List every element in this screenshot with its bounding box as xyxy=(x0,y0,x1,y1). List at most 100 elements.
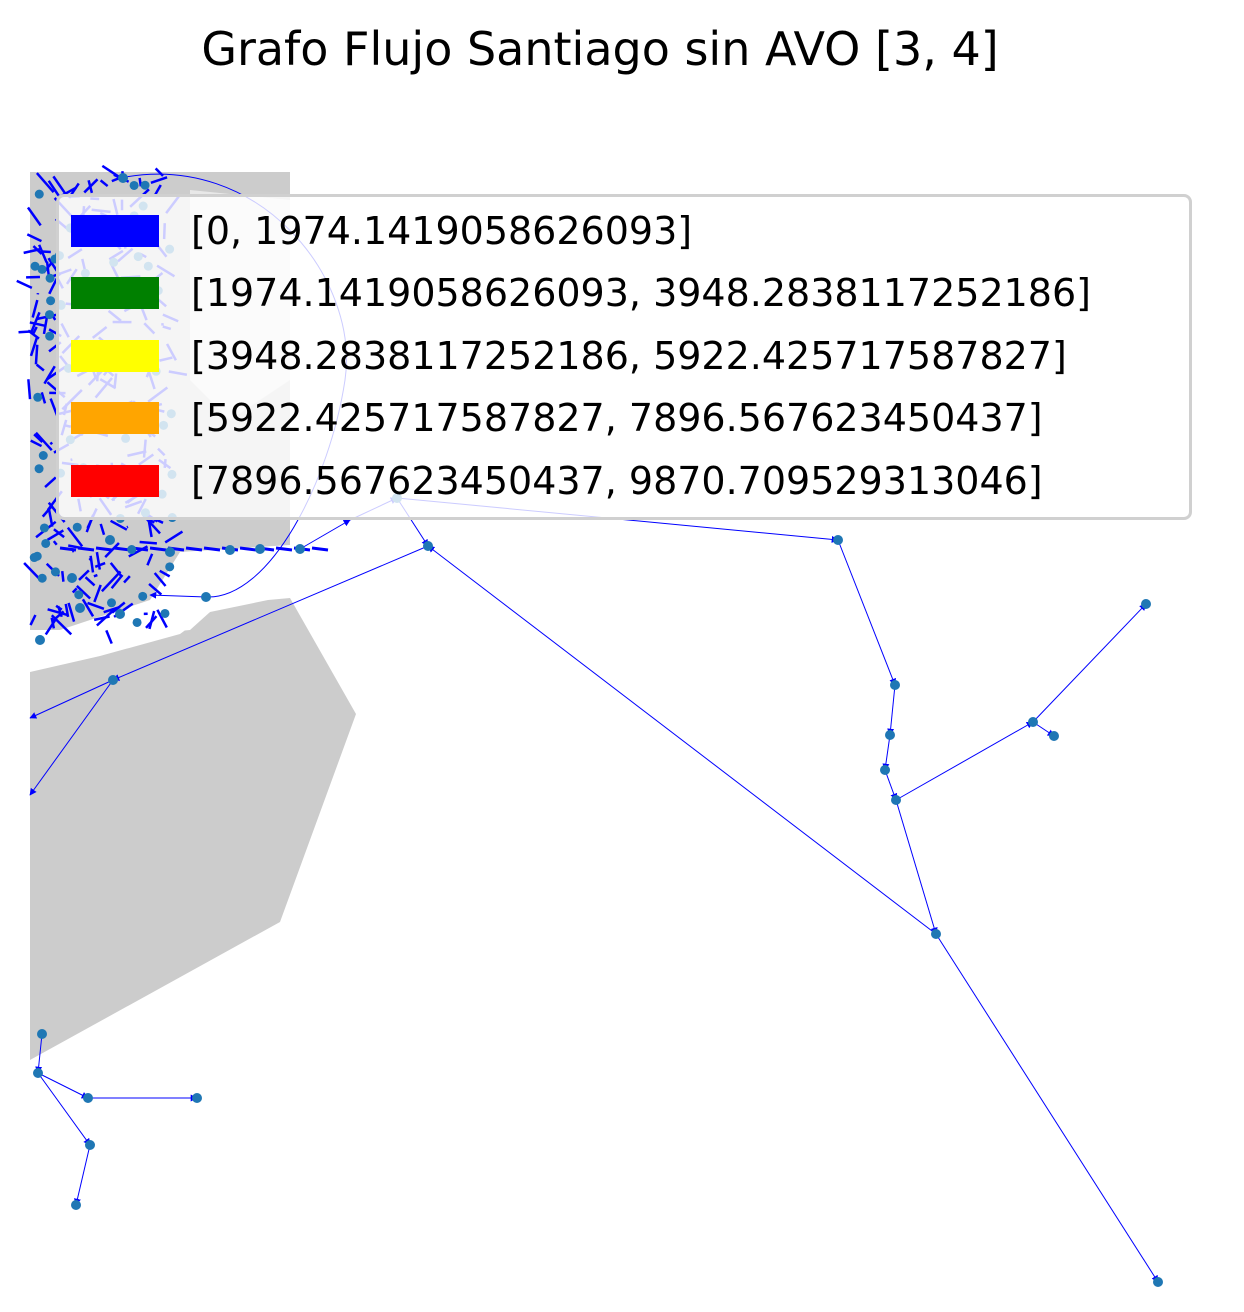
legend-item: [0, 1974.1419058626093] xyxy=(71,209,693,253)
cluster-edge xyxy=(46,529,65,541)
node-layer xyxy=(33,173,1163,1287)
cluster-edge xyxy=(29,336,39,357)
cluster-node xyxy=(129,180,139,190)
cluster-edge xyxy=(100,570,122,593)
network-edge xyxy=(29,679,114,796)
cluster-node xyxy=(72,522,82,532)
legend-label: [3948.2838117252186, 5922.425717587827] xyxy=(191,334,1067,378)
cluster-edge xyxy=(103,605,121,614)
network-node xyxy=(1028,717,1038,727)
network-edge xyxy=(149,591,207,599)
cluster-edge xyxy=(47,180,60,197)
network-edge xyxy=(299,519,351,550)
cluster-edge xyxy=(159,569,171,578)
legend-swatch xyxy=(71,277,159,309)
network-node xyxy=(1049,731,1059,741)
cluster-edge xyxy=(49,441,54,446)
legend-label: [5922.425717587827, 7896.567623450437] xyxy=(191,396,1043,440)
network-node xyxy=(75,603,85,613)
network-edge xyxy=(882,734,891,771)
network-node xyxy=(931,929,941,939)
network-node xyxy=(423,541,433,551)
cluster-edge xyxy=(44,476,57,489)
network-node xyxy=(35,635,45,645)
network-edge xyxy=(37,1072,91,1146)
cluster-edge xyxy=(99,179,109,188)
legend-label: [7896.567623450437, 9870.709529313046] xyxy=(191,459,1043,503)
cluster-edge xyxy=(66,526,84,548)
cluster-edge xyxy=(93,573,98,578)
cluster-edge xyxy=(123,575,131,584)
cluster-edge xyxy=(47,608,68,617)
cluster-edge xyxy=(109,562,124,578)
cluster-edge xyxy=(43,365,56,385)
cluster-edge xyxy=(60,571,65,582)
cluster-node xyxy=(127,545,137,555)
cluster-edge xyxy=(164,530,184,544)
legend-label: [0, 1974.1419058626093] xyxy=(191,209,693,253)
cluster-edge xyxy=(96,609,115,627)
cluster-edge xyxy=(26,233,42,243)
legend-item: [1974.1419058626093, 3948.2838117252186] xyxy=(71,271,1091,315)
cluster-edge xyxy=(109,519,128,531)
network-node xyxy=(71,1200,81,1210)
water-channel xyxy=(30,612,210,645)
cluster-node xyxy=(140,180,150,190)
cluster-edge xyxy=(33,433,44,443)
cluster-edge xyxy=(34,344,39,365)
network-edge xyxy=(887,684,896,736)
network-edge xyxy=(112,545,429,681)
cluster-edge xyxy=(185,546,203,552)
cluster-edge xyxy=(35,172,55,194)
cluster-node xyxy=(33,392,43,402)
cluster-edge xyxy=(52,175,69,197)
cluster-edge xyxy=(104,542,120,559)
cluster-edge xyxy=(139,540,157,545)
cluster-edge xyxy=(93,584,102,603)
cluster-node xyxy=(30,261,40,271)
cluster-edge xyxy=(78,569,90,581)
network-node xyxy=(105,535,115,545)
cluster-edge xyxy=(44,617,58,636)
cluster-edge xyxy=(16,279,33,289)
cluster-node xyxy=(138,591,148,601)
cluster-edge xyxy=(145,615,158,629)
network-node xyxy=(108,675,118,685)
cluster-edge xyxy=(40,391,47,404)
cluster-edge xyxy=(94,561,106,568)
network-node xyxy=(833,535,843,545)
cluster-edge xyxy=(156,609,168,629)
network-node xyxy=(85,1140,95,1150)
cluster-edge xyxy=(77,546,95,552)
cluster-node xyxy=(41,538,51,548)
cluster-node xyxy=(50,567,60,577)
cluster-node xyxy=(29,553,39,563)
cluster-edge xyxy=(311,546,329,552)
network-edge xyxy=(35,1033,43,1074)
map-title: Grafo Flujo Santiago sin AVO [3, 4] xyxy=(201,22,999,76)
cluster-edge xyxy=(59,546,77,552)
legend-swatch xyxy=(71,215,159,247)
cluster-node xyxy=(38,451,48,461)
cluster-edge xyxy=(83,178,99,194)
cluster-node xyxy=(34,464,44,474)
cluster-edge xyxy=(95,546,113,552)
network-node xyxy=(225,545,235,555)
cluster-edge xyxy=(203,546,221,552)
network-node xyxy=(295,544,305,554)
cluster-edge xyxy=(30,439,43,448)
cluster-node xyxy=(34,189,44,199)
land-area-south xyxy=(30,598,356,1060)
cluster-edge xyxy=(35,363,45,372)
cluster-edge xyxy=(148,582,163,596)
legend-item: [7896.567623450437, 9870.709529313046] xyxy=(71,459,1043,503)
cluster-node xyxy=(165,562,175,572)
legend-swatch xyxy=(71,340,159,372)
cluster-node xyxy=(45,273,55,283)
network-node xyxy=(1153,1277,1163,1287)
network-node xyxy=(880,765,890,775)
cluster-edge xyxy=(52,540,58,546)
cluster-node xyxy=(39,523,49,533)
cluster-edge xyxy=(29,321,47,328)
network-edge xyxy=(29,679,114,719)
